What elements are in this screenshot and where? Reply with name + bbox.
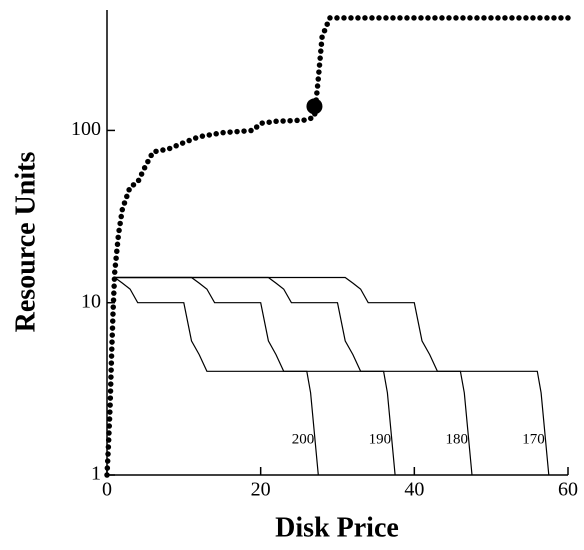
supply-curve: [114, 276, 550, 476]
y-tick-label: 10: [81, 290, 101, 312]
y-axis-title: Resource Units: [10, 152, 41, 333]
curve-label: 170: [522, 431, 545, 447]
x-tick-label: 60: [558, 479, 578, 501]
demand-curve: [104, 15, 571, 478]
x-axis-title: Disk Price: [275, 512, 399, 543]
y-tick-label: 1: [91, 463, 101, 485]
curve-label: 200: [292, 431, 315, 447]
curve-label: 190: [369, 431, 392, 447]
supply-curve: [114, 276, 396, 476]
equilibrium-point: [306, 98, 323, 115]
x-tick-label: 40: [404, 479, 424, 501]
y-tick-label: 100: [71, 118, 101, 140]
supply-curve: [114, 276, 473, 476]
x-tick-label: 0: [102, 479, 112, 501]
curve-label: 180: [445, 431, 468, 447]
x-tick-label: 20: [251, 479, 271, 501]
supply-curve: [114, 277, 319, 476]
